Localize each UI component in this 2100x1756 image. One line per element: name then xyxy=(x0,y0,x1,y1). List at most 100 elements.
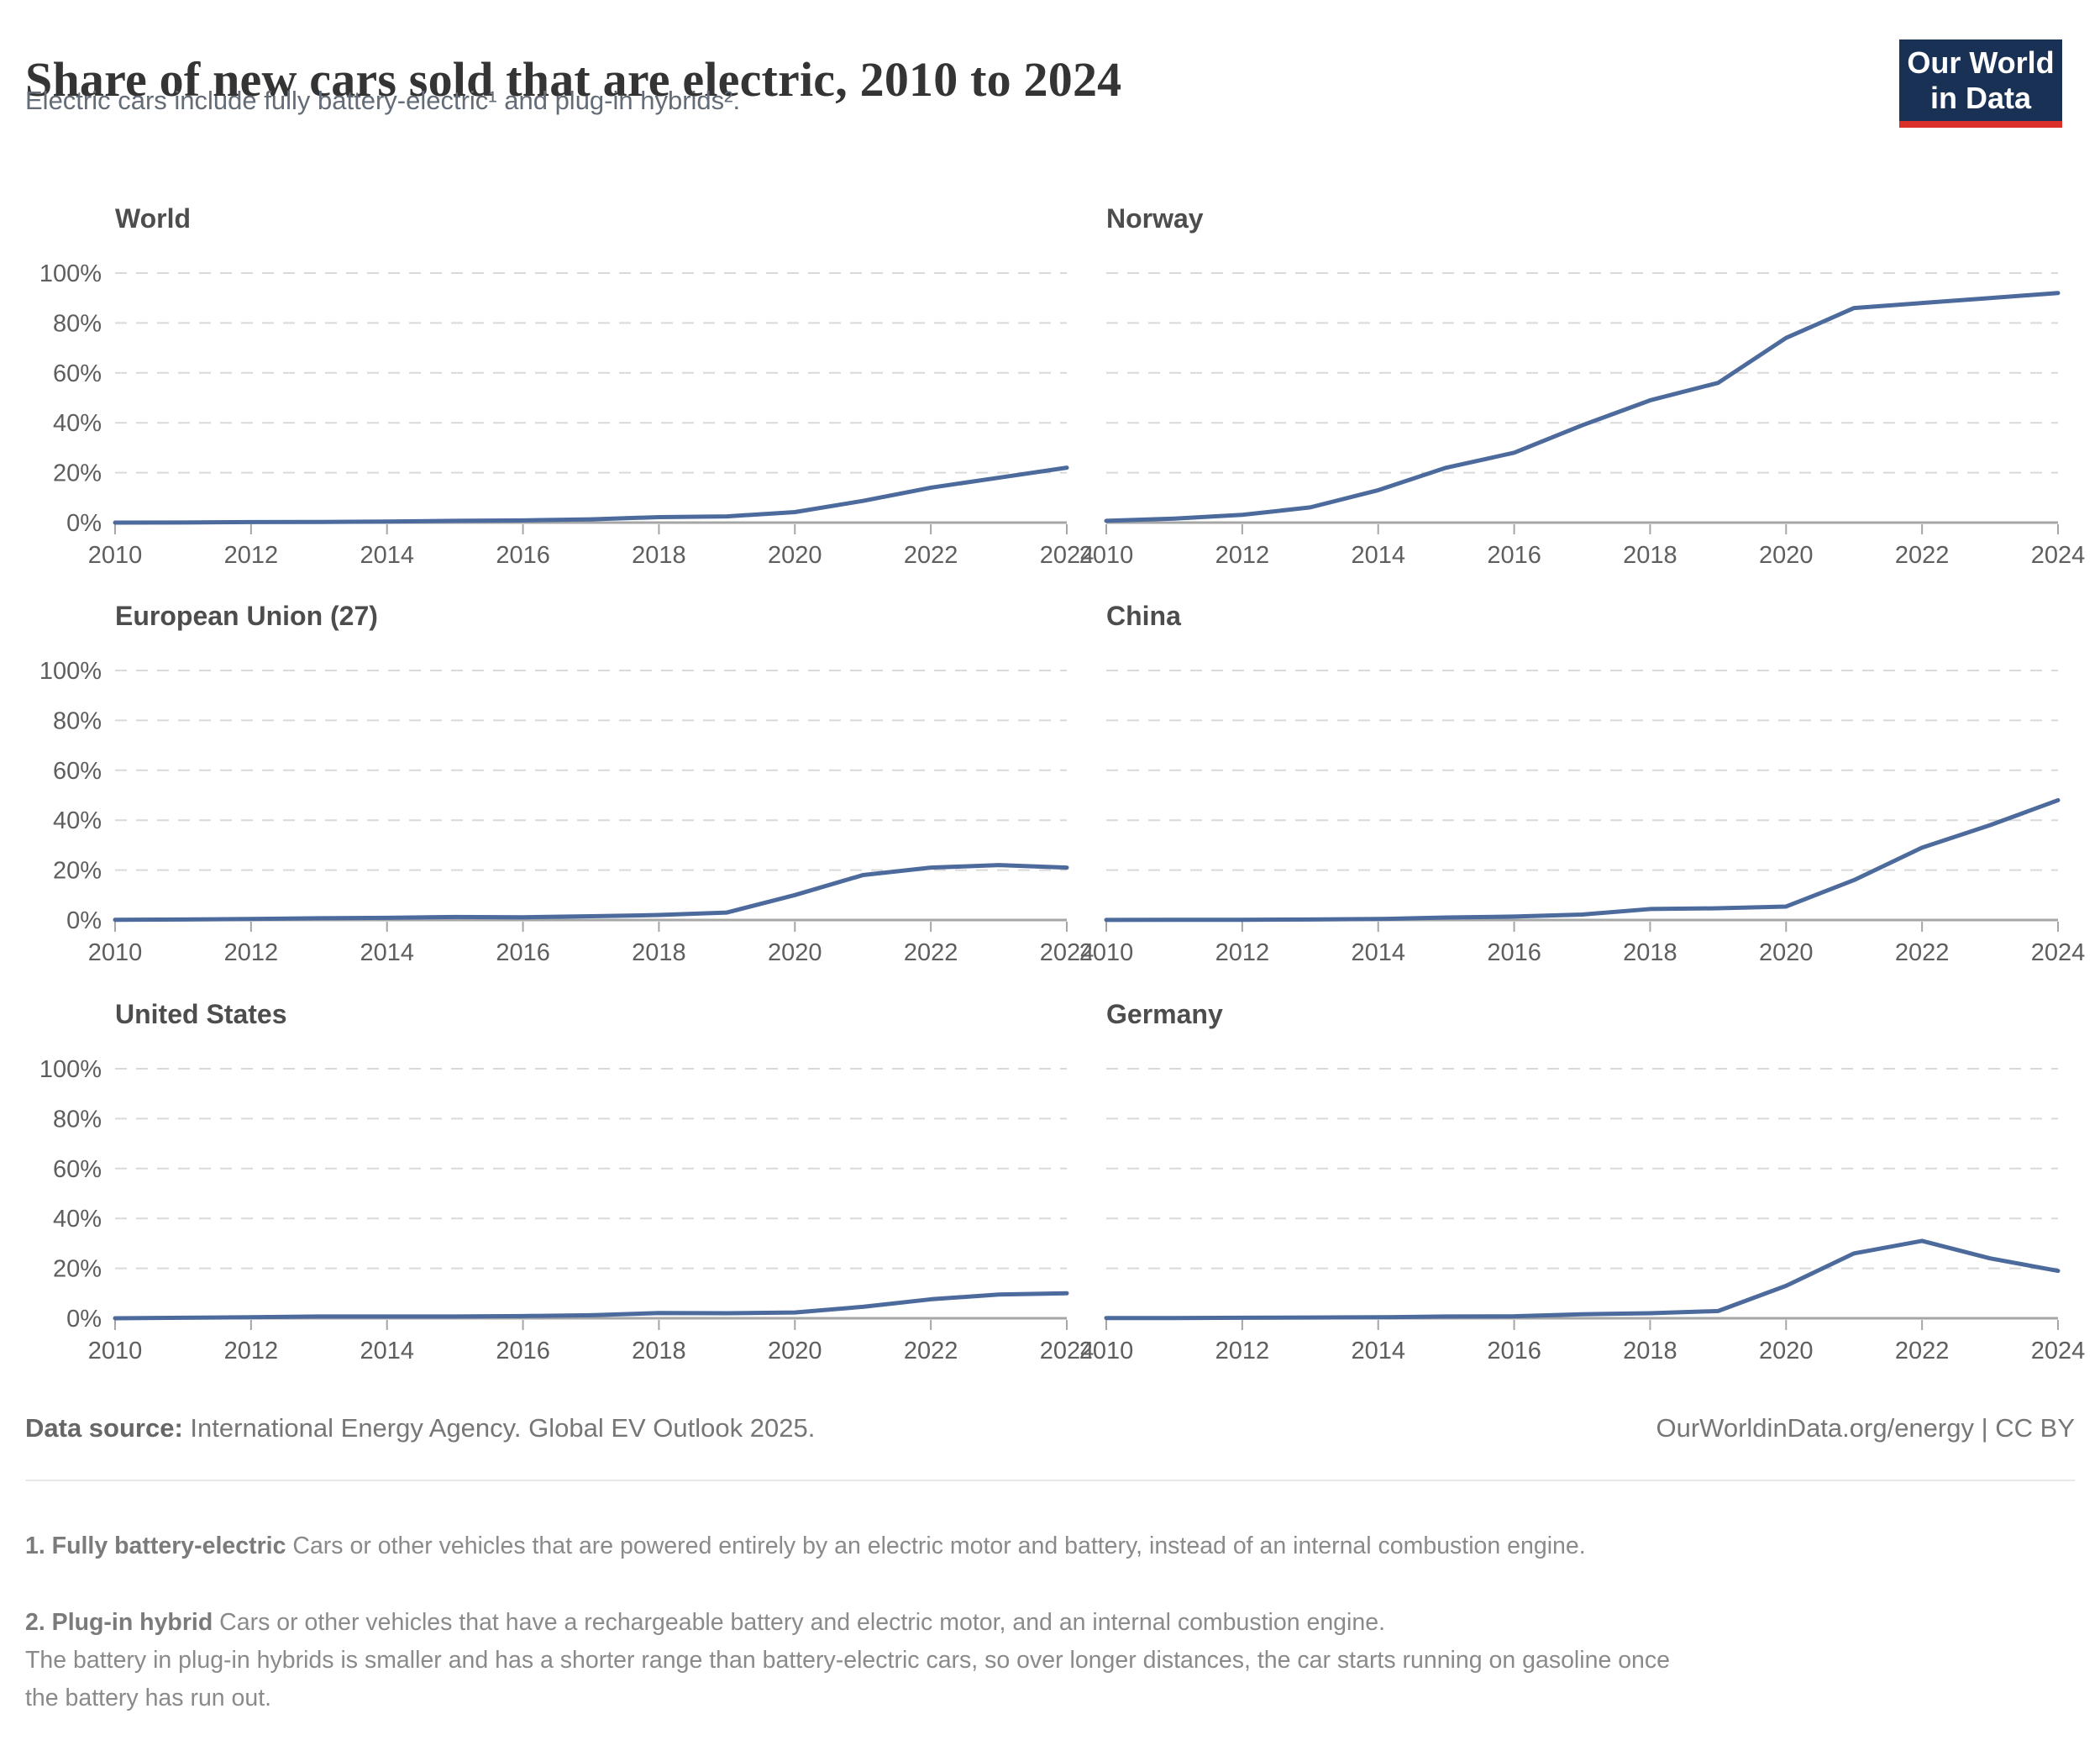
chart-title: China xyxy=(1106,601,1181,631)
x-axis-tick-label: 2020 xyxy=(768,1338,822,1364)
footnote-1-text: Cars or other vehicles that are powered … xyxy=(286,1533,1586,1559)
page-title: Share of new cars sold that are electric… xyxy=(25,51,1122,107)
y-axis-tick-label: 20% xyxy=(53,1256,102,1283)
chart-title: United States xyxy=(115,999,287,1029)
x-axis-tick-label: 2024 xyxy=(2031,939,2086,966)
x-axis-tick-label: 2022 xyxy=(904,542,958,569)
x-axis-tick-label: 2014 xyxy=(1351,939,1405,966)
x-axis-tick-label: 2018 xyxy=(1623,1338,1677,1364)
y-axis-tick-label: 100% xyxy=(39,260,102,287)
data-line xyxy=(1104,797,2061,923)
owid-logo-line1: Our World xyxy=(1907,45,2055,80)
y-axis-tick-label: 0% xyxy=(66,1306,102,1333)
page-subtitle: Electric cars include fully battery-elec… xyxy=(25,86,741,115)
footer-divider xyxy=(25,1480,2075,1481)
chart-china: China 2010 2012 2014 2016 2018 2020 2022 2024 xyxy=(1079,599,2100,977)
x-axis-tick-label: 2018 xyxy=(1623,542,1677,569)
x-axis-tick-label: 2024 xyxy=(1040,939,1095,966)
y-axis-tick-label: 60% xyxy=(53,758,102,785)
x-axis-tick-label: 2016 xyxy=(1487,939,1541,966)
x-axis-tick-label: 2014 xyxy=(1351,1338,1405,1364)
owid-logo: Our World in Data xyxy=(1899,39,2062,128)
y-axis-tick-label: 0% xyxy=(66,510,102,537)
chart-title: European Union (27) xyxy=(115,601,378,631)
y-axis-tick-label: 100% xyxy=(39,658,102,685)
data-line xyxy=(1104,291,2061,523)
x-axis-tick-label: 2018 xyxy=(1623,939,1677,966)
y-axis-tick-label: 80% xyxy=(53,707,102,734)
x-axis-tick-label: 2010 xyxy=(1079,542,1134,569)
footnote-2-detail: The battery in plug-in hybrids is smalle… xyxy=(25,1647,1671,1711)
chart-united-states: United States 0% 20% 40% 60% 80% 100% 2010 2012… xyxy=(25,997,1094,1375)
x-axis-tick-label: 2022 xyxy=(904,939,958,966)
chart-world: World 0% 20% 40% 60% 80% 100% 2010 2012 2014 2016… xyxy=(25,202,1094,580)
footnote-1: 1. Fully battery-electric Cars or other … xyxy=(25,1527,1688,1565)
x-axis-tick-label: 2010 xyxy=(88,542,143,569)
x-axis-tick-label: 2020 xyxy=(1759,542,1814,569)
x-axis-tick-label: 2020 xyxy=(1759,1338,1814,1364)
y-axis-tick-label: 80% xyxy=(53,310,102,337)
x-axis-tick-label: 2010 xyxy=(88,1338,143,1364)
y-axis-tick-label: 20% xyxy=(53,460,102,487)
data-line xyxy=(113,465,1069,525)
chart-norway-svg: 2010 2012 2014 2016 2018 2020 2022 2024 xyxy=(1079,272,2085,569)
footnote-2-label: 2. Plug-in hybrid xyxy=(25,1609,213,1636)
footnote-1-label: 1. Fully battery-electric xyxy=(25,1533,286,1559)
x-axis-tick-label: 2022 xyxy=(1895,939,1950,966)
x-axis-tick-label: 2012 xyxy=(1215,939,1270,966)
x-axis-tick-label: 2022 xyxy=(904,1338,958,1364)
x-axis-tick-label: 2012 xyxy=(224,542,279,569)
x-axis-tick-label: 2014 xyxy=(360,939,414,966)
chart-world-svg: 0% 20% 40% 60% 80% 100% 2010 2012 2014 2016 2018 20… xyxy=(39,260,1094,569)
y-axis-tick-label: 60% xyxy=(53,1156,102,1183)
x-axis-tick-label: 2014 xyxy=(1351,542,1405,569)
data-line xyxy=(113,1291,1069,1321)
x-axis-tick-label: 2010 xyxy=(1079,1338,1134,1364)
chart-title: Germany xyxy=(1106,999,1223,1029)
y-axis-tick-label: 0% xyxy=(66,907,102,934)
x-axis-tick-label: 2022 xyxy=(1895,1338,1950,1364)
x-axis-tick-label: 2018 xyxy=(632,542,686,569)
x-axis-tick-label: 2012 xyxy=(224,939,279,966)
footnote-2-text: Cars or other vehicles that have a recha… xyxy=(213,1609,1385,1636)
x-axis-tick-label: 2016 xyxy=(1487,542,1541,569)
footnote-2: 2. Plug-in hybrid Cars or other vehicles… xyxy=(25,1604,1688,1717)
x-axis-tick-label: 2016 xyxy=(496,1338,550,1364)
x-axis-tick-label: 2024 xyxy=(2031,1338,2086,1364)
data-source-text: International Energy Agency. Global EV O… xyxy=(182,1413,816,1443)
x-axis-tick-label: 2012 xyxy=(224,1338,279,1364)
x-axis-tick-label: 2014 xyxy=(360,1338,414,1364)
footnotes: 1. Fully battery-electric Cars or other … xyxy=(25,1527,1688,1756)
x-axis-tick-label: 2014 xyxy=(360,542,414,569)
chart-united-states-svg: 0% 20% 40% 60% 80% 100% 2010 2012 2014 2016 2018 20… xyxy=(39,1056,1094,1364)
chart-germany: Germany 2010 2012 2014 2016 2018 2020 2022 2024 xyxy=(1079,997,2100,1375)
y-axis-tick-label: 20% xyxy=(53,858,102,885)
x-axis-tick-label: 2012 xyxy=(1215,542,1270,569)
x-axis-tick-label: 2020 xyxy=(768,542,822,569)
x-axis-tick-label: 2016 xyxy=(496,542,550,569)
x-axis-tick-label: 2024 xyxy=(1040,542,1095,569)
data-source: Data source: International Energy Agency… xyxy=(25,1413,815,1443)
owid-logo-line2: in Data xyxy=(1929,80,2032,115)
chart-european-union-svg: 0% 20% 40% 60% 80% 100% 2010 2012 2014 2016 2018 20… xyxy=(39,658,1094,966)
chart-title: Norway xyxy=(1106,203,1204,234)
chart-european-union: European Union (27) 0% 20% 40% 60% 80% 100% 20… xyxy=(25,599,1094,977)
data-line xyxy=(1104,1238,2061,1321)
x-axis-tick-label: 2020 xyxy=(1759,939,1814,966)
y-axis-tick-label: 60% xyxy=(53,360,102,387)
chart-norway: Norway 2010 2012 2014 2016 2018 2020 2022 2024 xyxy=(1079,202,2100,580)
owid-logo-red-bar xyxy=(1899,121,2062,128)
x-axis-tick-label: 2018 xyxy=(632,1338,686,1364)
x-axis-tick-label: 2016 xyxy=(1487,1338,1541,1364)
x-axis-tick-label: 2012 xyxy=(1215,1338,1270,1364)
chart-title: World xyxy=(115,203,192,234)
data-line xyxy=(113,863,1069,923)
x-axis-tick-label: 2010 xyxy=(88,939,143,966)
x-axis-tick-label: 2024 xyxy=(1040,1338,1095,1364)
footer-link: OurWorldinData.org/energy | CC BY xyxy=(1656,1413,2075,1443)
chart-germany-svg: 2010 2012 2014 2016 2018 2020 2022 2024 xyxy=(1079,1068,2085,1364)
x-axis-tick-label: 2018 xyxy=(632,939,686,966)
y-axis-tick-label: 80% xyxy=(53,1106,102,1133)
y-axis-tick-label: 40% xyxy=(53,410,102,437)
data-source-label: Data source: xyxy=(25,1413,183,1443)
